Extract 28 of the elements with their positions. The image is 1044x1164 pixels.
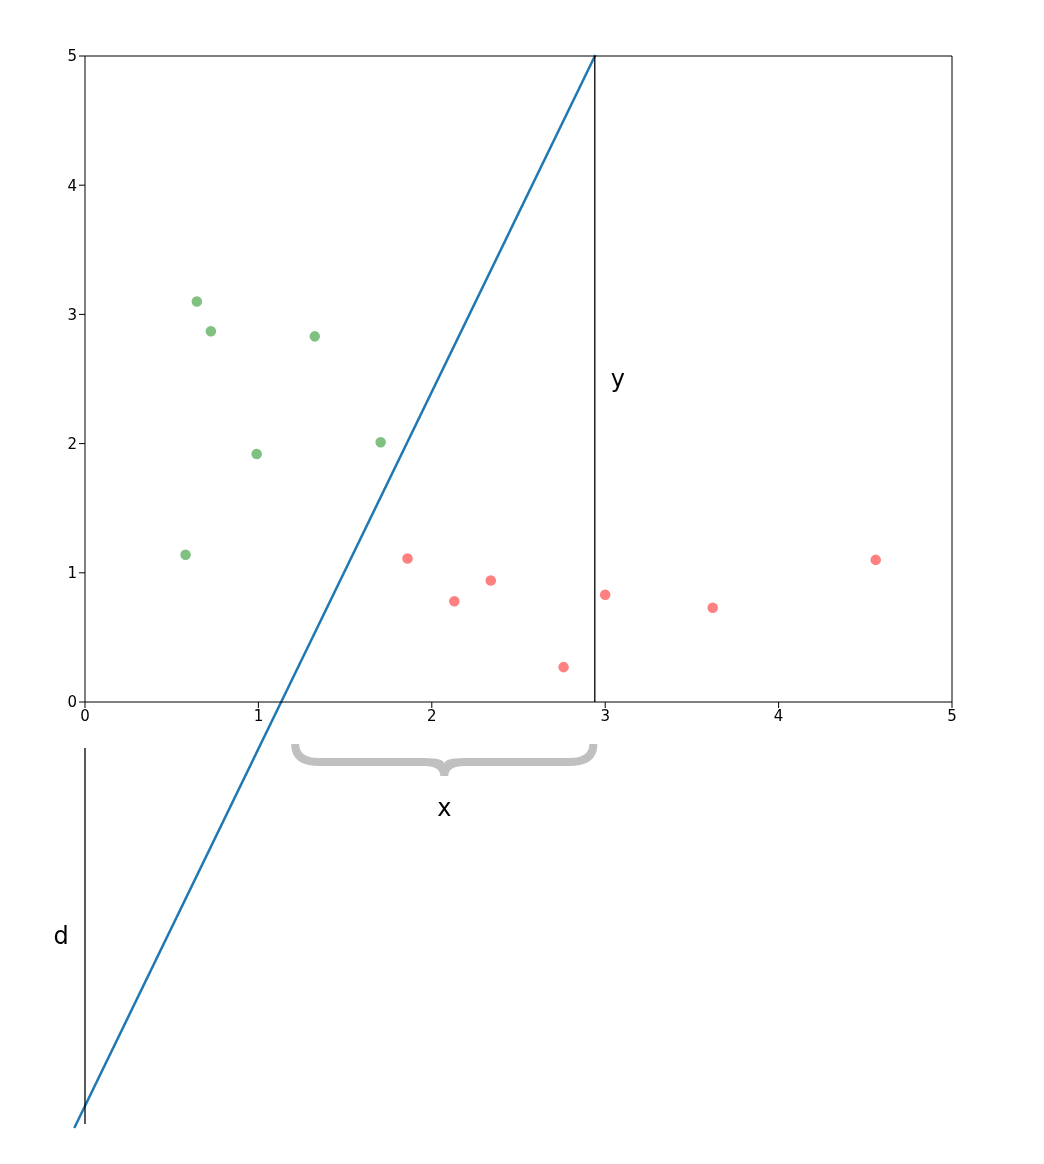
point (870, 554, 881, 566)
y-tick-label: 2 (67, 434, 77, 453)
point (707, 602, 718, 613)
y-tick-label: 0 (67, 693, 77, 712)
y-tick-label: 4 (67, 176, 77, 195)
x-tick-label: 0 (80, 706, 90, 725)
x-tick-label: 5 (947, 706, 957, 725)
y-tick-label: 3 (67, 305, 77, 324)
text: x (437, 794, 452, 822)
point (191, 296, 203, 307)
point (180, 549, 191, 560)
point (449, 595, 460, 607)
point (375, 437, 386, 448)
point (402, 553, 413, 564)
x-tick-label: 2 (427, 706, 437, 725)
x-tick-label: 3 (600, 706, 610, 725)
point (558, 661, 569, 673)
y-tick-label: 5 (67, 47, 77, 66)
point (599, 589, 611, 601)
text: d (53, 922, 69, 950)
point (309, 331, 321, 342)
point (205, 325, 217, 337)
x-tick-label: 1 (253, 706, 264, 725)
x-tick-label: 4 (773, 706, 784, 725)
point (251, 448, 262, 460)
y-tick-label: 1 (67, 564, 77, 583)
point (485, 575, 497, 586)
ref-line-label: y (610, 365, 625, 393)
